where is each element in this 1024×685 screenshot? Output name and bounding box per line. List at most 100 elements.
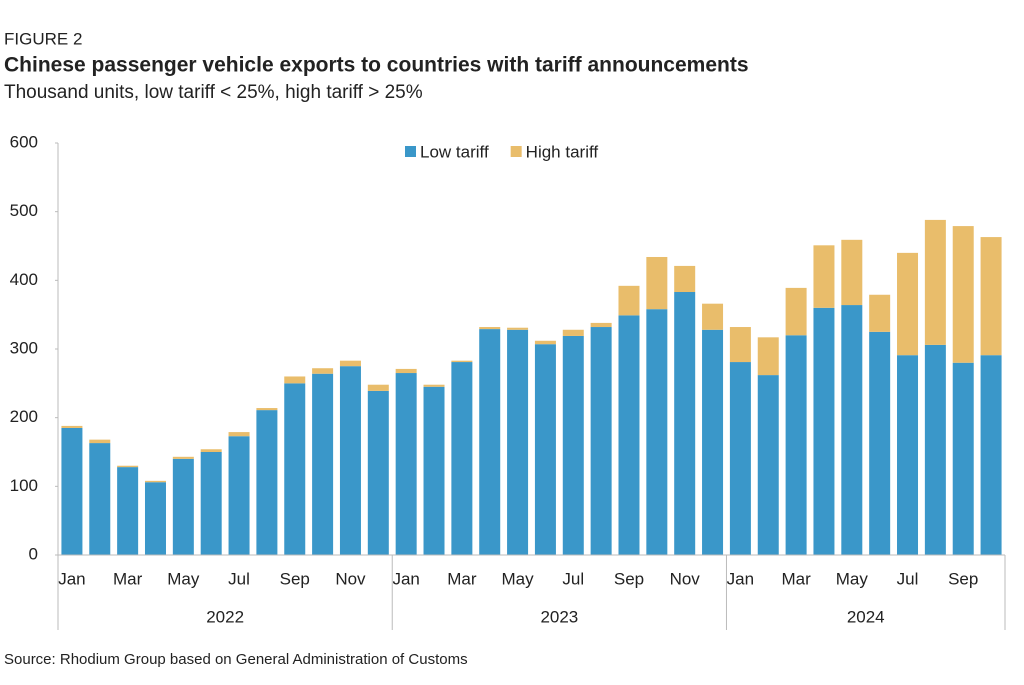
bar-segment — [757, 337, 779, 376]
bar-segment — [200, 452, 222, 555]
bar-segment — [952, 362, 974, 555]
bar-segment — [339, 366, 361, 555]
x-tick-label: Nov — [670, 569, 701, 588]
bar-segment — [451, 360, 473, 363]
bar-segment — [395, 368, 417, 374]
bar-segment — [757, 375, 779, 555]
bar-segment — [367, 384, 389, 391]
y-tick-label: 600 — [10, 132, 38, 151]
bar-segment — [952, 226, 974, 363]
group-label: 2024 — [847, 607, 885, 626]
bar-segment — [702, 329, 724, 555]
bar-segment — [646, 309, 668, 555]
bar-segment — [312, 368, 334, 374]
x-tick-label: May — [167, 569, 200, 588]
y-tick-label: 400 — [10, 270, 38, 289]
bar-segment — [339, 360, 361, 367]
bar-segment — [61, 425, 83, 428]
x-tick-label: May — [836, 569, 869, 588]
bar-segment — [61, 427, 83, 555]
chart-title: Chinese passenger vehicle exports to cou… — [4, 54, 749, 77]
x-tick-label: Sep — [948, 569, 978, 588]
bar-segment — [507, 327, 529, 330]
x-tick-label: Nov — [335, 569, 366, 588]
bar-segment — [284, 383, 306, 555]
bar-segment — [674, 292, 696, 555]
bar-segment — [89, 439, 111, 444]
bar-segment — [144, 480, 166, 483]
bar-segment — [479, 329, 501, 555]
bar-segment — [117, 465, 139, 468]
y-tick-label: 300 — [10, 338, 38, 357]
bar-segment — [534, 340, 556, 345]
x-tick-label: Mar — [447, 569, 477, 588]
bar-segment — [674, 265, 696, 293]
x-tick-label: Jul — [228, 569, 250, 588]
bar-segment — [729, 327, 751, 363]
bar-segment — [590, 322, 612, 328]
y-tick-label: 200 — [10, 407, 38, 426]
bar-segment — [228, 436, 250, 555]
source: Source: Rhodium Group based on General A… — [4, 651, 468, 668]
bar-segment — [980, 355, 1002, 555]
bar-segment — [367, 390, 389, 555]
bar-segment — [841, 239, 863, 306]
bar-segment — [507, 329, 529, 555]
bar-segment — [897, 355, 919, 555]
bar-segment — [785, 335, 807, 555]
bar-segment — [841, 305, 863, 555]
x-tick-label: Mar — [113, 569, 143, 588]
figure-label: FIGURE 2 — [4, 29, 82, 48]
legend-swatch — [510, 146, 522, 157]
bar-segment — [284, 376, 306, 384]
bar-segment — [980, 237, 1002, 356]
bar-segment — [729, 362, 751, 555]
legend-label: Low tariff — [420, 142, 489, 161]
bar-segment — [813, 245, 835, 308]
group-label: 2023 — [540, 607, 578, 626]
bar-segment — [562, 329, 584, 336]
bar-segment — [172, 456, 194, 459]
bar-segment — [869, 294, 891, 332]
x-tick-label: Jan — [58, 569, 85, 588]
x-tick-label: Mar — [781, 569, 811, 588]
y-tick-label: 0 — [29, 544, 38, 563]
bar-segment — [562, 335, 584, 555]
bar-segment — [813, 307, 835, 555]
bar-segment — [423, 384, 445, 387]
y-tick-label: 100 — [10, 476, 38, 495]
bar-segment — [200, 449, 222, 452]
bar-segment — [897, 252, 919, 356]
x-tick-label: Sep — [280, 569, 310, 588]
x-tick-label: Jan — [392, 569, 419, 588]
group-label: 2022 — [206, 607, 244, 626]
bar-segment — [172, 458, 194, 555]
x-tick-label: Jul — [897, 569, 919, 588]
x-tick-label: Jan — [727, 569, 754, 588]
bar-segment — [117, 467, 139, 555]
bar-segment — [590, 327, 612, 555]
bar-segment — [534, 344, 556, 555]
bar-segment — [646, 256, 668, 310]
bar-segment — [423, 386, 445, 555]
bar-segment — [395, 373, 417, 555]
y-tick-label: 500 — [10, 201, 38, 220]
bar-segment — [256, 408, 278, 411]
chart-subtitle: Thousand units, low tariff < 25%, high t… — [4, 82, 423, 103]
bar-segment — [924, 219, 946, 345]
x-tick-label: Jul — [562, 569, 584, 588]
bar-segment — [702, 303, 724, 330]
x-tick-label: May — [502, 569, 535, 588]
bar-segment — [479, 327, 501, 330]
legend-label: High tariff — [526, 142, 599, 161]
legend-swatch — [405, 146, 416, 157]
bar-segment — [89, 443, 111, 555]
bar-segment — [451, 362, 473, 555]
bar-segment — [228, 432, 250, 437]
bar-segment — [618, 315, 640, 555]
bar-segment — [618, 285, 640, 316]
bar-segment — [785, 287, 807, 336]
x-tick-label: Sep — [614, 569, 644, 588]
bar-segment — [869, 331, 891, 555]
